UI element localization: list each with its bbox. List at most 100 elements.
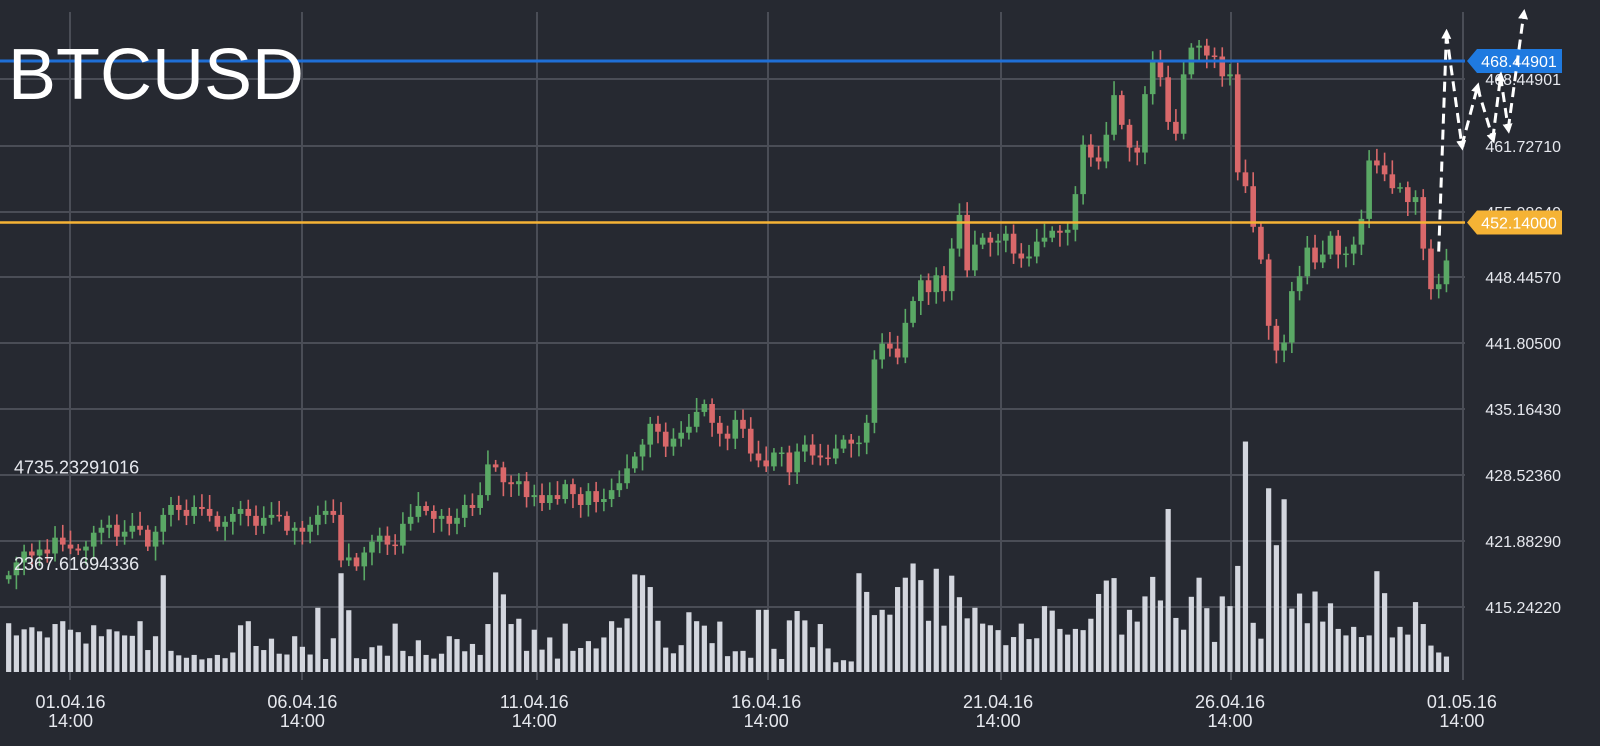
annotation-arrow[interactable] [1506,8,1529,129]
volume-bar [1188,596,1194,672]
candle-body [214,515,221,527]
level-price-badge[interactable]: 452.14000 [1467,210,1562,235]
annotation-arrow[interactable] [1444,33,1467,151]
level-price-badge-shape [1467,210,1562,235]
candle-body [1180,74,1187,134]
y-tick-label: 428.52360 [1485,468,1561,485]
volume-bar [361,658,367,672]
y-tick-label: 461.72710 [1485,139,1561,156]
volume-bar [732,651,738,672]
volume-bar [1304,623,1310,672]
candle-body [1234,74,1241,173]
candle-body [1404,187,1411,203]
volume-bar [578,648,584,672]
x-tick-time: 14:00 [1207,711,1252,731]
candle-body [562,484,569,500]
volume-bar [639,575,646,672]
volume-bar [176,655,182,672]
volume-bar [724,656,731,672]
volume-bar [539,649,545,672]
candle-body [330,510,337,515]
volume-bar [122,635,128,672]
candle-body [1327,235,1334,255]
x-tick-date: 11.04.16 [500,692,569,712]
x-tick-date: 21.04.16 [963,692,1033,712]
symbol-title: BTCUSD [8,35,304,115]
volume-bar [585,641,592,672]
candle-body [1242,172,1249,187]
volume-bar [1065,634,1071,672]
candle-body [322,510,329,515]
volume-bar [678,645,684,672]
candle-body [345,557,352,561]
volume-bar [1412,602,1419,672]
current-price-badge[interactable]: 468.44901 [1467,48,1562,73]
candle-body [36,549,43,556]
candle-body [1003,233,1009,241]
x-tick-date: 16.04.16 [731,692,801,712]
candle-body [655,423,661,432]
candle-body [206,508,213,516]
volume-bar [307,654,313,672]
candle-body [1072,194,1079,230]
candle-body [1111,95,1117,135]
volume-bar [1405,634,1411,672]
volume-bar [1026,639,1032,672]
volume-bar [346,610,352,672]
volume-bar [1250,622,1256,672]
candle-body [1149,60,1156,95]
candle-body [662,431,669,447]
annotation-arrow[interactable] [1499,76,1513,134]
candle-body [438,515,445,519]
volume-bar [21,629,27,672]
volume-bar [67,629,74,672]
candle-body [817,455,824,458]
candle-body [160,514,167,532]
candle-body [1010,233,1017,254]
candle-body [577,494,584,505]
candle-body [531,495,538,498]
candle-body [5,575,12,580]
annotation-arrow[interactable] [1491,71,1505,139]
volume-bar [1443,656,1450,672]
volume-bar [1242,441,1249,672]
volume-bar [392,623,398,672]
volume-bar [1103,580,1109,672]
candle-body [616,483,623,491]
volume-bar [554,658,561,672]
volume-bar [1420,624,1426,672]
candle-body [1343,253,1349,256]
volume-bar [1335,628,1341,672]
candle-body [152,531,159,547]
candle-body [1319,254,1326,263]
annotation-arrow[interactable] [1460,82,1481,147]
x-tick-time: 14:00 [48,711,93,731]
volume-bar [446,636,452,672]
candle-body [601,499,607,503]
candle-body [106,524,112,528]
volume-bar [1366,635,1372,672]
volume-bar [423,654,429,672]
volume-bar [1428,645,1434,672]
volume-bar [1389,637,1395,672]
annotation-arrow[interactable] [1437,28,1452,252]
candle-body [1289,291,1295,343]
candle-body [678,432,684,439]
volume-bar [276,653,282,672]
candle-body [546,495,553,504]
drawing-annotations[interactable] [1437,8,1529,252]
candle-body [863,422,870,443]
volume-bar [709,643,715,672]
volume-bar [609,621,615,672]
volume-bar [887,614,893,672]
annotation-arrow[interactable] [1475,86,1497,144]
x-tick-date: 26.04.16 [1195,692,1265,712]
candle-body [222,521,228,527]
candle-body [709,404,715,423]
candle-body [454,517,460,524]
volume-bar [1227,606,1233,672]
volume-bar [1057,628,1063,672]
candle-body [1057,230,1063,233]
